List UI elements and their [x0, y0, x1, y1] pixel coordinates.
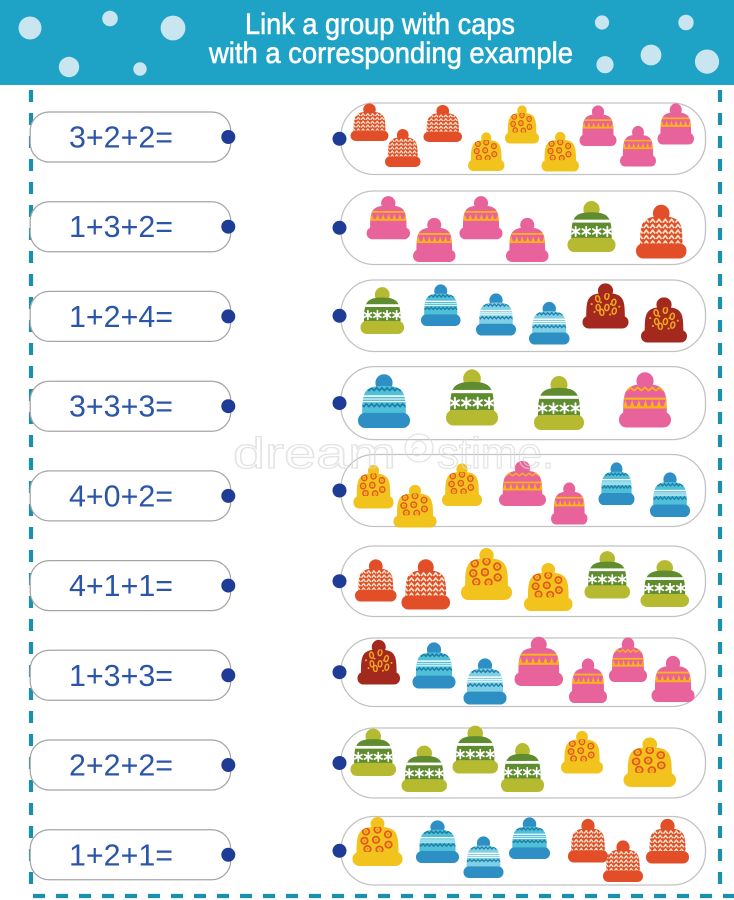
svg-text:1+3+2=: 1+3+2= [69, 209, 173, 244]
svg-text:3+2+2=: 3+2+2= [69, 120, 173, 155]
svg-text:3+3+3=: 3+3+3= [69, 389, 173, 424]
svg-text:with a corresponding example: with a corresponding example [208, 37, 573, 70]
svg-text:Link a group with caps: Link a group with caps [245, 8, 515, 41]
svg-text:4+0+2=: 4+0+2= [69, 478, 173, 513]
svg-text:stime.: stime. [437, 429, 554, 478]
svg-text:1+2+1=: 1+2+1= [69, 837, 173, 872]
svg-text:dream: dream [233, 429, 396, 478]
svg-text:1+2+4=: 1+2+4= [69, 299, 173, 334]
svg-text:2+2+2=: 2+2+2= [69, 748, 173, 783]
svg-text:1+3+3=: 1+3+3= [69, 658, 173, 693]
svg-text:4+1+1=: 4+1+1= [69, 568, 173, 603]
